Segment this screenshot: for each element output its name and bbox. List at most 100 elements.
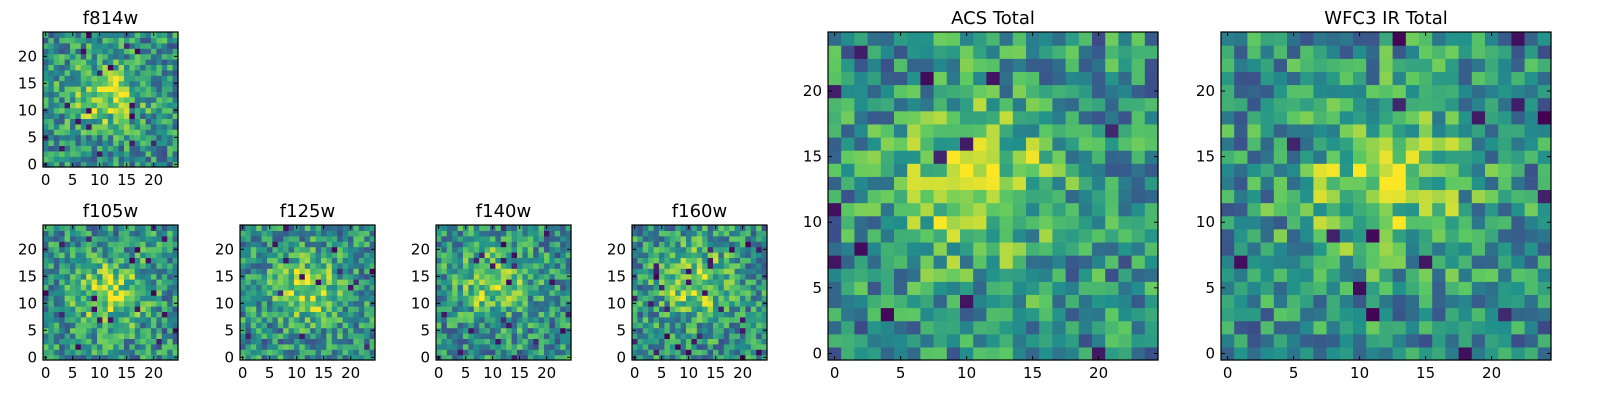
heatmap-cell — [527, 273, 534, 280]
heatmap-cell — [691, 225, 698, 231]
heatmap-cell — [91, 284, 98, 291]
heatmap-cell — [145, 306, 152, 312]
heatmap-cell — [632, 343, 638, 350]
heatmap-cell — [151, 37, 157, 44]
heatmap-cell — [59, 102, 66, 109]
heatmap-cell — [1339, 281, 1354, 295]
heatmap-cell — [86, 64, 93, 71]
heatmap-cell — [124, 230, 130, 237]
heatmap-cell — [642, 230, 649, 237]
heatmap-cell — [1458, 189, 1473, 204]
heatmap-cell — [156, 241, 163, 248]
heatmap-cell — [1524, 163, 1539, 177]
heatmap-cell — [729, 241, 736, 248]
heatmap-cell — [1313, 333, 1328, 348]
heatmap-cell — [75, 113, 82, 119]
heatmap-cell — [1012, 281, 1027, 295]
heatmap-cell — [457, 268, 464, 275]
heatmap-cell — [358, 230, 365, 237]
heatmap-cell — [250, 311, 257, 318]
heatmap-cell — [91, 322, 98, 329]
heatmap-cell — [140, 129, 147, 136]
heatmap-cell — [107, 118, 114, 125]
heatmap-cell — [490, 273, 496, 280]
heatmap-cell — [637, 273, 644, 280]
heatmap-cell — [124, 300, 130, 307]
heatmap-cell — [452, 262, 459, 269]
heatmap-cell — [718, 349, 725, 356]
heatmap-cell — [854, 294, 869, 309]
heatmap-cell — [240, 322, 246, 329]
heatmap-cell — [960, 189, 974, 204]
heatmap-cell — [999, 202, 1014, 217]
heatmap-cell — [1511, 32, 1526, 46]
heatmap-cell — [288, 273, 295, 280]
heatmap-cell — [446, 279, 453, 285]
heatmap-cell — [1300, 123, 1314, 138]
heatmap-cell — [506, 289, 513, 296]
heatmap-cell — [533, 257, 540, 264]
heatmap-cell — [288, 349, 295, 356]
heatmap-cell — [140, 48, 147, 55]
heatmap-cell — [696, 273, 703, 280]
heatmap-cell — [1511, 97, 1526, 112]
heatmap-cell — [80, 284, 87, 291]
heatmap-cell — [675, 316, 682, 323]
heatmap-cell — [522, 343, 529, 350]
heatmap-cell — [321, 333, 327, 339]
heatmap-cell — [946, 307, 961, 322]
heatmap-cell — [973, 45, 987, 59]
heatmap-cell — [1471, 307, 1486, 322]
heatmap-cell — [436, 333, 442, 339]
heatmap-cell — [517, 262, 523, 269]
heatmap-cell — [841, 320, 855, 335]
heatmap-cell — [702, 273, 709, 280]
heatmap-cell — [337, 354, 344, 361]
heatmap-cell — [1313, 228, 1328, 243]
heatmap-cell — [495, 338, 502, 345]
heatmap-cell — [250, 333, 257, 339]
heatmap-cell — [1339, 241, 1354, 256]
heatmap-cell — [75, 42, 82, 49]
heatmap-cell — [691, 262, 698, 269]
heatmap-cell — [113, 327, 120, 334]
heatmap-cell — [718, 225, 725, 231]
heatmap-cell — [124, 123, 130, 130]
heatmap-cell — [102, 140, 109, 146]
heatmap-cell — [1052, 202, 1067, 217]
heatmap-cell — [53, 123, 60, 130]
heatmap-cell — [156, 316, 163, 323]
heatmap-cell — [544, 262, 550, 269]
heatmap-cell — [946, 189, 961, 204]
heatmap-cell — [156, 306, 163, 312]
heatmap-cell — [1026, 189, 1040, 204]
heatmap-cell — [53, 37, 60, 44]
heatmap-cell — [1052, 294, 1067, 309]
heatmap-cell — [167, 86, 174, 92]
heatmap-cell — [653, 273, 660, 280]
heatmap-cell — [549, 311, 556, 318]
heatmap-cell — [1118, 346, 1133, 361]
heatmap-cell — [348, 316, 354, 323]
heatmap-cell — [86, 316, 93, 323]
heatmap-cell — [506, 230, 513, 237]
heatmap-cell — [156, 118, 163, 125]
heatmap-cell — [880, 189, 895, 204]
heatmap-cell — [740, 235, 746, 242]
heatmap-cell — [315, 246, 322, 253]
heatmap-cell — [907, 189, 921, 204]
heatmap-cell — [1078, 45, 1093, 59]
heatmap-cell — [642, 268, 649, 275]
heatmap-cell — [1234, 268, 1248, 282]
heatmap-cell — [283, 235, 290, 242]
heatmap-cell — [659, 316, 665, 323]
heatmap-cell — [533, 343, 540, 350]
heatmap-cell — [64, 295, 71, 302]
heatmap-cell — [91, 96, 98, 103]
heatmap-cell — [1471, 241, 1486, 256]
heatmap-cell — [854, 45, 869, 59]
heatmap-cell — [933, 241, 948, 256]
heatmap-cell — [118, 161, 125, 168]
heatmap-cell — [867, 333, 882, 348]
heatmap-cell — [102, 161, 109, 168]
